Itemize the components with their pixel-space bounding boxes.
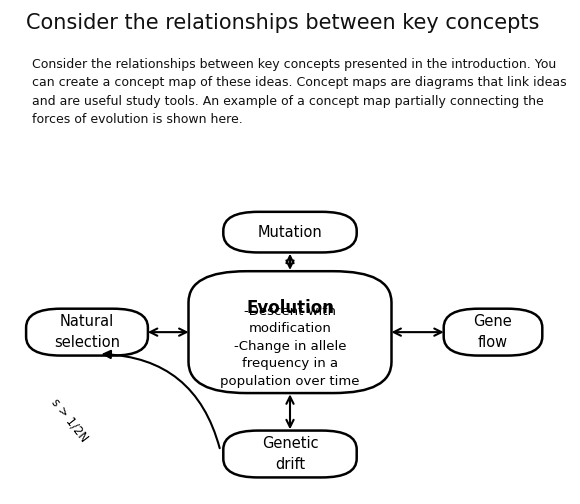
- Text: s > 1/2N: s > 1/2N: [49, 396, 90, 444]
- FancyBboxPatch shape: [223, 212, 357, 253]
- Text: Consider the relationships between key concepts: Consider the relationships between key c…: [26, 13, 539, 33]
- FancyBboxPatch shape: [26, 308, 148, 356]
- FancyBboxPatch shape: [223, 430, 357, 477]
- FancyBboxPatch shape: [444, 308, 542, 356]
- Text: -Descent with
modification
-Change in allele
frequency in a
population over time: -Descent with modification -Change in al…: [220, 305, 360, 388]
- Text: Natural
selection: Natural selection: [54, 314, 120, 350]
- Text: Gene
flow: Gene flow: [474, 314, 512, 350]
- Text: Mutation: Mutation: [258, 225, 322, 239]
- Text: Consider the relationships between key concepts presented in the introduction. Y: Consider the relationships between key c…: [32, 58, 567, 127]
- Text: Evolution: Evolution: [246, 299, 334, 318]
- Text: Genetic
drift: Genetic drift: [262, 436, 318, 472]
- FancyBboxPatch shape: [188, 271, 392, 393]
